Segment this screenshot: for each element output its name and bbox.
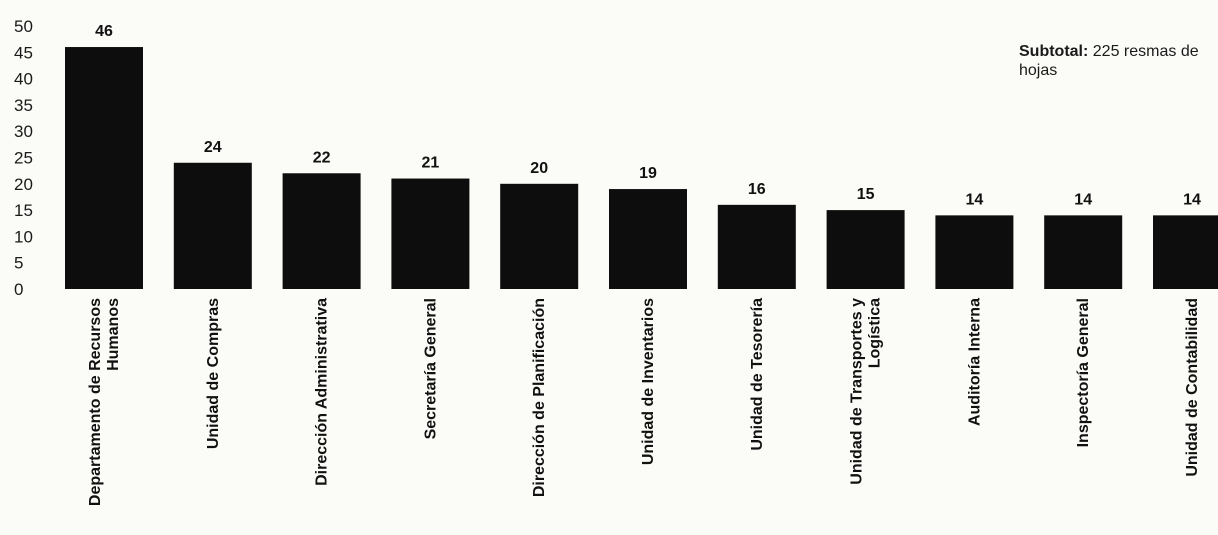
bar	[717, 204, 796, 289]
y-tick-label: 5	[14, 254, 23, 273]
y-tick-label: 20	[14, 175, 33, 194]
subtotal-annotation: Subtotal: 225 resmas de hojas	[1019, 42, 1209, 80]
x-tick-label: Unidad de Transportes yLogística	[849, 298, 884, 485]
y-tick-label: 15	[14, 201, 33, 220]
data-label: 14	[1183, 191, 1201, 208]
data-label: 22	[313, 149, 331, 166]
x-tick-label: Dirección Administrativa	[314, 298, 331, 486]
x-tick-label: Inspectoría General	[1075, 298, 1092, 447]
bar	[609, 189, 687, 289]
x-tick-label: Auditoría Interna	[966, 298, 983, 426]
x-tick-label: Unidad de Tesorería	[749, 298, 766, 451]
data-label: 20	[530, 160, 548, 177]
y-tick-label: 25	[14, 149, 33, 168]
bar	[65, 47, 143, 289]
data-label: 14	[1074, 191, 1092, 208]
bar	[282, 173, 361, 289]
data-label: 46	[95, 23, 113, 40]
x-tick-label: Departamento de RecursosHumanos	[87, 298, 122, 506]
data-label: 24	[204, 139, 222, 156]
y-tick-label: 45	[14, 43, 33, 62]
y-tick-label: 40	[14, 70, 33, 89]
bar	[826, 210, 905, 289]
y-tick-label: 30	[14, 122, 33, 141]
bar	[500, 183, 579, 289]
x-tick-label: Unidad de Contabilidad	[1184, 298, 1201, 477]
y-tick-label: 0	[14, 280, 23, 299]
x-tick-label: Unidad de Inventarios	[640, 298, 657, 465]
y-tick-label: 10	[14, 227, 33, 246]
data-label: 16	[748, 181, 766, 198]
data-label: 21	[422, 155, 440, 172]
bar	[1044, 215, 1123, 289]
x-tick-label: Dirección de Planificación	[531, 298, 548, 497]
subtotal-value: 225 resmas de hojas	[1019, 43, 1199, 79]
y-tick-label: 35	[14, 96, 33, 115]
x-tick-label: Secretaría General	[422, 298, 439, 439]
bar	[935, 215, 1014, 289]
data-label: 15	[857, 186, 875, 203]
y-tick-label: 50	[14, 17, 33, 36]
subtotal-label: Subtotal:	[1019, 43, 1089, 60]
data-label: 19	[639, 165, 657, 182]
bar	[173, 162, 252, 289]
bar	[1153, 215, 1218, 289]
x-tick-label: Unidad de Compras	[205, 298, 222, 449]
data-label: 14	[966, 191, 984, 208]
bar	[391, 178, 470, 289]
